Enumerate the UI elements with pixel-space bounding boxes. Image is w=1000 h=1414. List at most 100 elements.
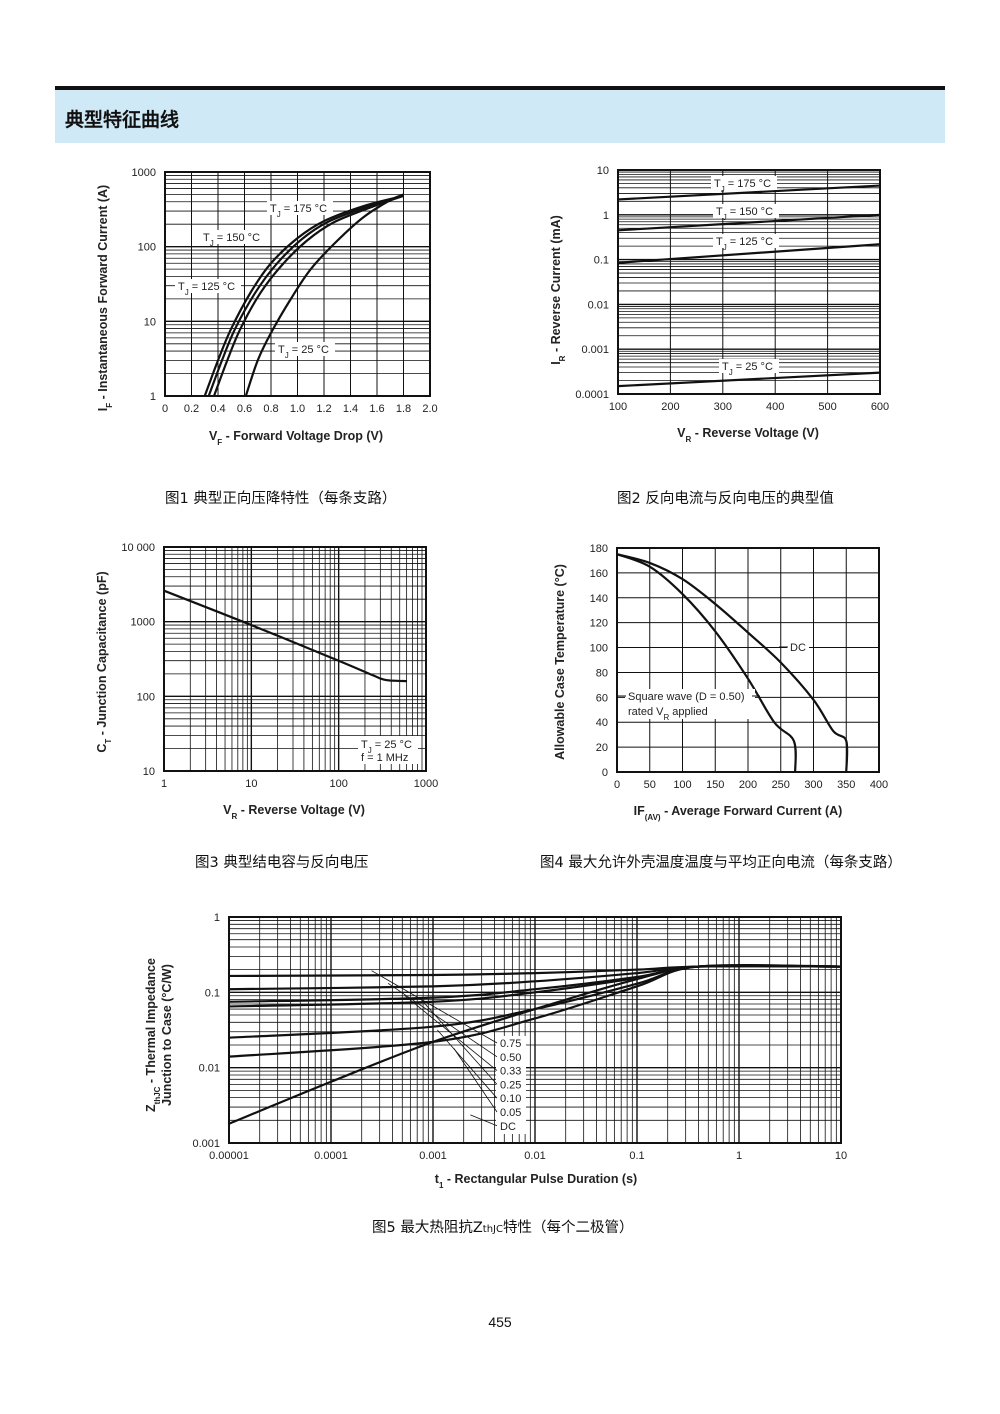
x-tick-label: 100 <box>673 779 691 791</box>
x-tick-label: 0.6 <box>237 403 252 415</box>
series-label-bg <box>200 230 266 244</box>
y-axis-label: Allowable Case Temperature (°C) <box>553 564 567 760</box>
series-label-25: TJ = 25 °C <box>278 344 329 360</box>
y-tick-label: 1 <box>150 391 156 403</box>
series-line <box>207 194 404 397</box>
series-label-bg <box>713 234 779 248</box>
y-tick-label: 10 <box>143 766 155 778</box>
series-label-175: TJ = 175 °C <box>270 203 327 219</box>
x-tick-label: 200 <box>739 779 757 791</box>
x-tick-label: 1.6 <box>369 403 384 415</box>
annotation-frequency: f = 1 MHz <box>361 752 408 764</box>
leader-line <box>453 1048 498 1113</box>
series-label-bg <box>719 359 779 373</box>
series-label-square-wave: Square wave (D = 0.50) <box>628 691 744 703</box>
y-tick-label: 160 <box>590 568 608 580</box>
y-axis-label-line2: Junction to Case (°C/W) <box>160 964 174 1106</box>
series-label-bg <box>496 1036 526 1134</box>
y-axis-label-line1: ZthJC - Thermal Impedance <box>144 958 162 1112</box>
y-tick-label: 10 <box>144 316 156 328</box>
y-tick-label: 0.1 <box>594 255 609 267</box>
y-tick-label: 0.1 <box>205 987 220 999</box>
y-tick-label: 1000 <box>131 617 155 629</box>
plot-frame <box>163 546 427 772</box>
y-tick-label: 180 <box>590 543 608 555</box>
leader-line <box>470 1114 498 1127</box>
x-axis-label: IF(AV) - Average Forward Current (A) <box>634 804 843 822</box>
series-line <box>616 553 849 773</box>
x-tick-label: 1.2 <box>316 403 331 415</box>
series-line <box>617 371 881 388</box>
series-line <box>617 184 881 201</box>
series-label-0-10: 0.10 <box>500 1093 521 1105</box>
y-tick-label: 100 <box>137 691 155 703</box>
x-tick-label: 1 <box>161 778 167 790</box>
y-tick-label: 0.01 <box>588 299 609 311</box>
x-tick-label: 0 <box>162 403 168 415</box>
series-label-bg <box>625 689 755 719</box>
page-number: 455 <box>488 1314 512 1330</box>
x-tick-label: 2.0 <box>422 403 437 415</box>
series-label-0-50: 0.50 <box>500 1052 521 1064</box>
x-tick-label: 350 <box>837 779 855 791</box>
x-tick-label: 1000 <box>414 778 438 790</box>
x-tick-label: 300 <box>714 401 732 413</box>
x-tick-label: 1.8 <box>396 403 411 415</box>
series-line <box>228 964 842 1125</box>
y-tick-label: 20 <box>596 742 608 754</box>
x-tick-label: 400 <box>766 401 784 413</box>
series-label-175: TJ = 175 °C <box>714 178 771 194</box>
y-tick-label: 0.0001 <box>575 389 609 401</box>
series-label-bg <box>711 176 777 190</box>
x-axis-label: t1 - Rectangular Pulse Duration (s) <box>435 1172 637 1190</box>
series-label-0-25: 0.25 <box>500 1079 521 1091</box>
series-label-150: TJ = 150 °C <box>716 206 773 222</box>
leader-line <box>387 983 498 1058</box>
y-axis-label: CT - Junction Capacitance (pF) <box>95 571 113 752</box>
section-banner: 典型特征曲线 <box>55 90 945 143</box>
section-title: 典型特征曲线 <box>65 109 180 131</box>
y-tick-label: 10 <box>597 165 609 177</box>
series-label-bg <box>713 204 779 218</box>
y-tick-label: 1000 <box>132 167 156 179</box>
series-line <box>163 589 407 683</box>
x-tick-label: 0.1 <box>629 1150 644 1162</box>
x-tick-label: 0.001 <box>419 1150 447 1162</box>
y-tick-label: 100 <box>138 242 156 254</box>
x-axis-label: VR - Reverse Voltage (V) <box>223 803 365 821</box>
y-tick-label: 0 <box>602 767 608 779</box>
series-line <box>244 193 404 397</box>
y-tick-label: 100 <box>590 643 608 655</box>
x-tick-label: 50 <box>644 779 656 791</box>
x-tick-label: 0.01 <box>524 1150 545 1162</box>
y-tick-label: 1 <box>603 210 609 222</box>
x-tick-label: 0.8 <box>263 403 278 415</box>
series-label-0-05: 0.05 <box>500 1107 521 1119</box>
annotation-bg <box>358 736 418 764</box>
x-tick-label: 1 <box>736 1150 742 1162</box>
x-tick-label: 500 <box>818 401 836 413</box>
series-label-dc: DC <box>790 642 806 654</box>
x-tick-label: 0 <box>614 779 620 791</box>
leader-line <box>420 999 498 1085</box>
x-axis-label: VF - Forward Voltage Drop (V) <box>209 429 383 447</box>
y-tick-label: 10 000 <box>121 542 155 554</box>
x-axis-label: VR - Reverse Voltage (V) <box>677 426 819 444</box>
figure-3-caption: 图3 典型结电容与反向电压 <box>195 855 369 871</box>
series-label-0-33: 0.33 <box>500 1066 521 1078</box>
series-label-bg <box>787 640 809 654</box>
y-tick-label: 1 <box>214 912 220 924</box>
series-label-dc: DC <box>500 1121 516 1133</box>
x-tick-label: 0.4 <box>210 403 225 415</box>
series-label-bg <box>267 201 333 215</box>
figure-1-caption: 图1 典型正向压降特性（每条支路） <box>165 491 397 507</box>
series-label-125: TJ = 125 °C <box>178 281 235 297</box>
x-tick-label: 100 <box>609 401 627 413</box>
plot-frame <box>228 916 842 1144</box>
series-line <box>616 553 797 773</box>
y-axis-label: IR - Reverse Current (mA) <box>549 215 567 365</box>
